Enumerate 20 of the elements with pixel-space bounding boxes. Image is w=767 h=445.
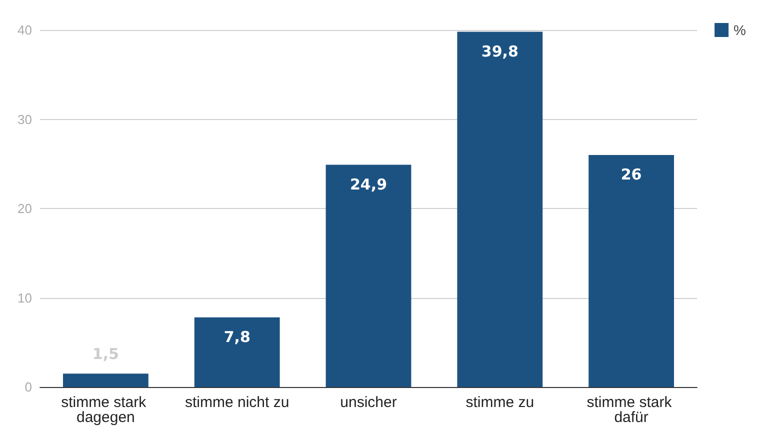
y-tick-label: 40 [18,22,32,38]
text: 39,8 [481,42,518,60]
y-tick-label: 0 [24,380,32,394]
bar [588,154,674,387]
x-tick-label: stimme stark dagegen [61,394,150,426]
bar [194,317,280,387]
text: 24,9 [350,175,388,194]
x-tick-label: stimme zu [466,394,534,411]
x-tick-label: unsicher [340,394,397,411]
y-tick-label: 30 [18,112,32,127]
x-tick-label: stimme stark dafür [586,394,676,426]
x-tick-label: stimme nicht zu [185,394,290,411]
text: 26 [620,165,642,184]
y-tick-label: 20 [18,201,32,216]
y-tick-label: 10 [18,290,32,306]
text: 7,8 [224,328,250,346]
bar [457,32,543,387]
bar [326,164,412,387]
bar [62,374,148,387]
legend-label: % [734,22,746,38]
